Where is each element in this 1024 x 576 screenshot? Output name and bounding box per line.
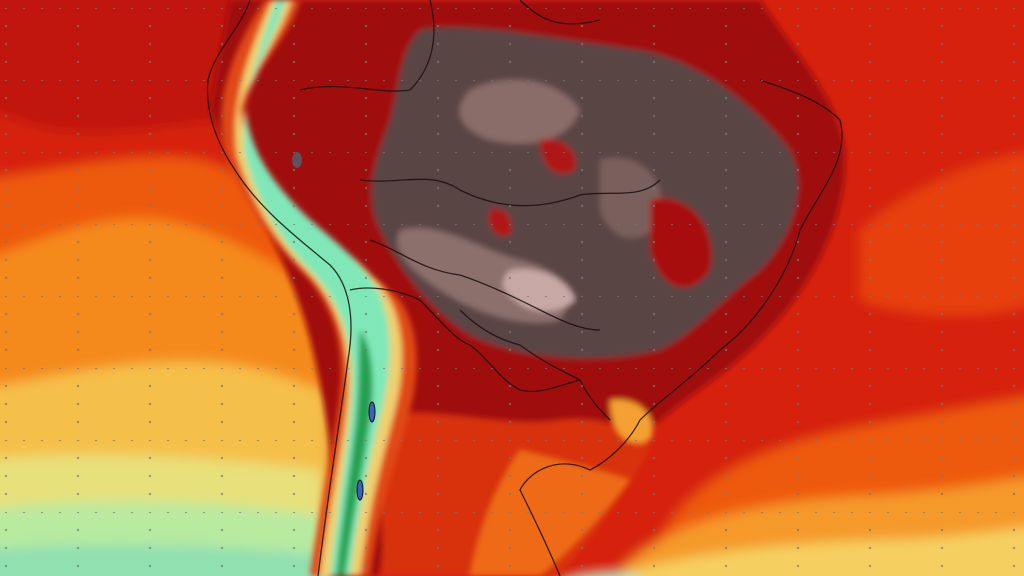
page: (() => { const data = JSON.parse(documen… [0,0,1024,576]
temperature-map [0,0,1024,576]
graticule-dots [0,0,1024,576]
